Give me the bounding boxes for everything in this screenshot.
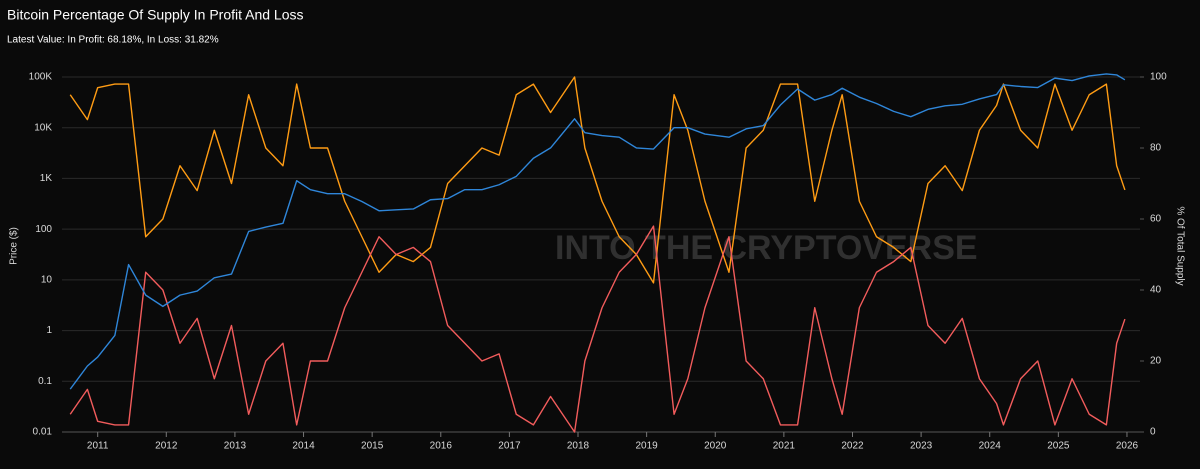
y2-tick-label: 40 bbox=[1150, 285, 1162, 296]
chart-title: Bitcoin Percentage Of Supply In Profit A… bbox=[7, 7, 304, 23]
x-tick-label: 2026 bbox=[1116, 441, 1139, 452]
y2-tick-label: 0 bbox=[1150, 427, 1156, 438]
x-tick-label: 2018 bbox=[567, 441, 590, 452]
y-tick-label: 0.01 bbox=[33, 427, 53, 438]
x-tick-label: 2011 bbox=[87, 441, 109, 452]
x-tick-label: 2020 bbox=[704, 441, 727, 452]
x-tick-label: 2025 bbox=[1047, 441, 1070, 452]
y-tick-label: 10K bbox=[34, 122, 52, 133]
x-tick-label: 2014 bbox=[292, 441, 315, 452]
watermark: INTO THE CRYPTOVERSE bbox=[555, 229, 978, 267]
x-tick-label: 2013 bbox=[224, 441, 247, 452]
y-tick-label: 1 bbox=[46, 325, 52, 336]
y-tick-label: 0.1 bbox=[38, 376, 52, 387]
x-tick-label: 2022 bbox=[841, 441, 864, 452]
x-tick-label: 2023 bbox=[910, 441, 933, 452]
y-tick-label: 1K bbox=[40, 173, 53, 184]
series-line bbox=[69, 73, 1126, 390]
series-line bbox=[69, 76, 1126, 284]
y2-tick-label: 60 bbox=[1150, 214, 1162, 225]
x-tick-label: 2016 bbox=[430, 441, 453, 452]
x-tick-label: 2021 bbox=[773, 441, 796, 452]
y2-tick-label: 20 bbox=[1150, 356, 1162, 367]
y2-tick-label: 80 bbox=[1150, 143, 1162, 154]
y-axis-label: Price ($) bbox=[9, 227, 20, 265]
x-tick-label: 2015 bbox=[361, 441, 384, 452]
x-tick-label: 2012 bbox=[155, 441, 178, 452]
x-tick-label: 2019 bbox=[636, 441, 659, 452]
y-tick-label: 100 bbox=[35, 224, 52, 235]
y2-axis-label: % Of Total Supply bbox=[1174, 206, 1185, 285]
x-tick-label: 2017 bbox=[498, 441, 521, 452]
y-tick-label: 100K bbox=[29, 72, 53, 83]
y2-tick-label: 100 bbox=[1150, 72, 1167, 83]
series-line bbox=[69, 225, 1126, 433]
y-tick-label: 10 bbox=[41, 274, 53, 285]
x-tick-label: 2024 bbox=[979, 441, 1002, 452]
chart-subtitle: Latest Value: In Profit: 68.18%, In Loss… bbox=[7, 35, 219, 46]
